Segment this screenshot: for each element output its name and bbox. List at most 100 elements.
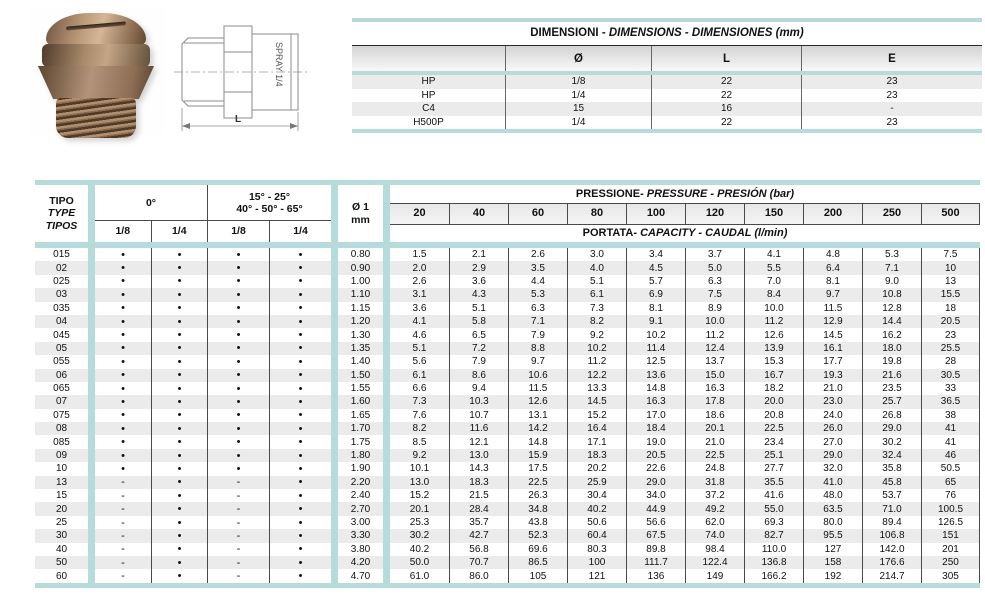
flow-value-cell: 1.5 — [412, 249, 427, 261]
capacity-table-body: 015 • • • • 0.80 1.5 2.1 2.6 3.0 3.4 3.7 4.1 4.8 5.3 7.… — [35, 248, 980, 583]
capacity-row: 09 • • • • 1.80 9.2 13.0 15.9 18.3 20.5 22.5 25.1 29.… — [35, 448, 980, 463]
teal-separator — [331, 301, 338, 315]
orifice-diameter-cell: 3.00 — [350, 517, 371, 528]
dimensions-cell: 22 — [651, 75, 801, 89]
flow-value-cell: 5.8 — [449, 314, 508, 329]
capacity-row: 08 • • • • 1.70 8.2 11.6 14.2 16.4 18.4 20.1 22.5 26.… — [35, 422, 980, 436]
flow-value-cell: 110.0 — [744, 542, 803, 556]
flow-value-cell: 2.1 — [449, 248, 508, 262]
flow-value-cell: 28.4 — [449, 502, 508, 516]
flow-value-cell: 42.7 — [449, 529, 508, 543]
availability-mark: - — [207, 502, 269, 516]
teal-separator — [88, 274, 95, 289]
orifice-diameter-cell: 1.20 — [350, 316, 371, 328]
availability-mark: • — [151, 489, 207, 503]
flow-value-cell: 25.5 — [921, 341, 980, 356]
flow-value-cell: 7.5 — [685, 288, 744, 302]
tipo-cell: 15 — [55, 490, 68, 502]
teal-separator — [88, 314, 95, 329]
availability-mark: • — [151, 395, 207, 409]
flow-value-cell: 23.0 — [803, 395, 862, 409]
flow-value-cell: 22.5 — [508, 475, 567, 490]
availability-mark: • — [269, 542, 331, 556]
capacity-row: 40- • - • 3.80 40.2 56.8 69.6 80.3 89.8 98.4 110.0 1… — [35, 542, 980, 556]
dimensions-row: HP 1/8 22 23 — [352, 75, 982, 89]
availability-mark: • — [269, 489, 331, 503]
dimensions-table-bottom-bar — [352, 129, 982, 133]
availability-mark: • — [121, 422, 125, 435]
pressure-values-row: 20 40 60 80 100 120 150 200 250 500 — [390, 202, 980, 225]
availability-mark: • — [207, 261, 269, 275]
flow-value-cell: 4.1 — [744, 248, 803, 262]
availability-mark: • — [121, 275, 125, 288]
flow-value-cell: 136.8 — [744, 555, 803, 570]
availability-mark: - — [207, 555, 269, 570]
flow-value-cell: 71.0 — [862, 502, 921, 516]
angle-group-0deg-subcolumns: 1/8 1/4 — [95, 221, 207, 242]
flow-value-cell: 30.4 — [567, 489, 626, 503]
dimensions-cell: 1/4 — [505, 88, 651, 102]
orifice-diameter-cell: 1.50 — [350, 369, 371, 381]
availability-mark: • — [151, 515, 207, 530]
capacity-row: 055 • • • • 1.40 5.6 7.9 9.7 11.2 12.5 13.7 15.3 17.7… — [35, 355, 980, 369]
flow-value-cell: 122.4 — [685, 555, 744, 570]
flow-value-cell: 48.0 — [803, 489, 862, 503]
angle-group-15-65deg: 15° - 25° 40° - 50° - 65° 1/8 1/4 — [207, 185, 331, 242]
flow-value-cell: 9.1 — [626, 314, 685, 329]
flow-value-cell: 52.3 — [508, 529, 567, 543]
orifice-diameter-cell: 3.80 — [350, 543, 371, 555]
pressure-title-translations: - PRESSURE - PRESIÓN (bar) — [640, 187, 795, 200]
flow-value-cell: 25.1 — [744, 448, 803, 463]
flow-value-cell: 6.5 — [449, 328, 508, 342]
teal-separator — [383, 301, 390, 315]
flow-value-cell: 26.3 — [508, 489, 567, 503]
teal-separator — [88, 435, 95, 449]
availability-mark: • — [121, 329, 125, 342]
capacity-row: 07 • • • • 1.60 7.3 10.3 12.6 14.5 16.3 17.8 20.0 23.… — [35, 395, 980, 409]
capacity-row: 085 • • • • 1.75 8.5 12.1 14.8 17.1 19.0 21.0 23.4 27… — [35, 435, 980, 449]
availability-mark: • — [207, 408, 269, 423]
flow-value-cell: 5.5 — [744, 261, 803, 275]
pressure-value-header: 80 — [567, 203, 626, 224]
pressure-value-header: 40 — [449, 203, 508, 224]
flow-value-cell: 10 — [921, 261, 980, 275]
teal-separator — [383, 185, 390, 242]
teal-separator — [331, 422, 338, 436]
teal-separator — [88, 569, 95, 583]
flow-value-cell: 4.3 — [449, 288, 508, 302]
flow-value-cell: 80.3 — [567, 542, 626, 556]
flow-value-cell: 19.3 — [803, 368, 862, 382]
capacity-row: 04 • • • • 1.20 4.1 5.8 7.1 8.2 9.1 10.0 11.2 12.9 14.… — [35, 314, 980, 329]
flow-value-cell: 151 — [921, 529, 980, 543]
flow-value-cell: 18.3 — [449, 475, 508, 490]
teal-separator — [88, 489, 95, 503]
flow-value-cell: 17.1 — [567, 435, 626, 449]
teal-separator — [331, 475, 338, 490]
tipo-cell: 07 — [55, 396, 68, 408]
availability-mark: • — [151, 569, 207, 583]
flow-value-cell: 14.2 — [508, 422, 567, 436]
orifice-diameter-cell: 1.00 — [350, 275, 371, 287]
flow-value-cell: 10.0 — [744, 301, 803, 315]
pressure-value-header: 20 — [390, 203, 449, 224]
dimensions-cell: HP — [421, 89, 436, 101]
flow-value-cell: 23 — [921, 328, 980, 342]
teal-separator — [383, 448, 390, 463]
flow-value-cell: 37.2 — [685, 489, 744, 503]
angle-group-15-65deg-subcolumns: 1/8 1/4 — [208, 221, 331, 242]
availability-mark: • — [269, 555, 331, 570]
availability-mark: • — [207, 448, 269, 463]
dimensions-row: HP 1/4 22 23 — [352, 88, 982, 102]
dimensions-title-main: DIMENSIONI — [530, 27, 599, 39]
flow-value-cell: 10.7 — [449, 408, 508, 423]
teal-separator — [383, 248, 390, 262]
teal-separator — [88, 529, 95, 543]
orifice-diameter-cell: 2.40 — [350, 490, 371, 502]
capacity-row: 30- • - • 3.30 30.2 42.7 52.3 60.4 67.5 74.0 82.7 95… — [35, 529, 980, 543]
dimensions-cell: 15 — [505, 102, 651, 116]
flow-value-cell: 20.5 — [626, 448, 685, 463]
capacity-row: 075 • • • • 1.65 7.6 10.7 13.1 15.2 17.0 18.6 20.8 24… — [35, 408, 980, 423]
flow-value-cell: 98.4 — [685, 542, 744, 556]
flow-value-cell: 7.3 — [412, 396, 427, 408]
flow-value-cell: 8.2 — [567, 314, 626, 329]
